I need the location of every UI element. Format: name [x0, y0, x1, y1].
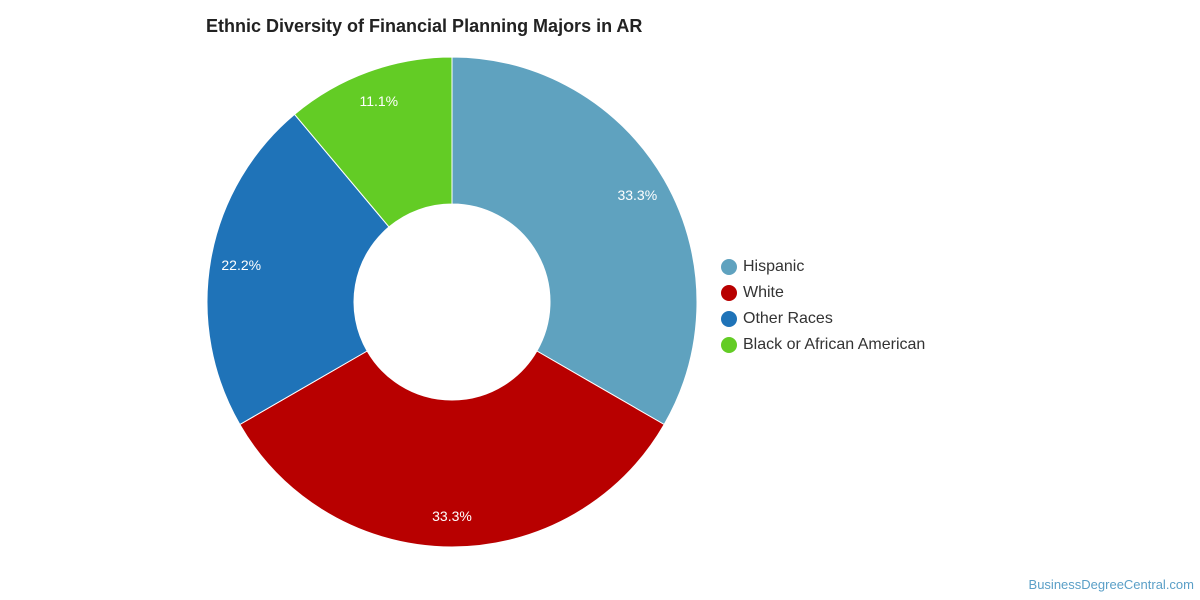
legend-swatch [721, 337, 737, 353]
slice-hispanic[interactable] [451, 56, 698, 426]
legend-swatch [721, 259, 737, 275]
legend-item[interactable]: Other Races [721, 306, 925, 332]
slice-black-or-african-american[interactable] [293, 56, 453, 228]
legend-swatch [721, 311, 737, 327]
slice-labels: 33.3% 33.3% 22.2% 11.1% [221, 93, 657, 524]
slice-white[interactable] [239, 350, 665, 548]
legend-label: Black or African American [743, 336, 926, 353]
legend-swatch [721, 285, 737, 301]
legend-label: Hispanic [743, 258, 805, 275]
legend-item[interactable]: Hispanic [721, 254, 925, 280]
chart-legend: Hispanic White Other Races Black or African… [721, 254, 925, 358]
donut-slices [206, 56, 698, 548]
legend-label: White [743, 284, 784, 301]
legend-label: Other Races [743, 310, 833, 327]
slice-other-races[interactable] [206, 113, 390, 426]
slice-value-label: 33.3% [432, 508, 472, 524]
slice-value-label: 11.1% [359, 93, 398, 109]
chart-title: Ethnic Diversity of Financial Planning M… [206, 16, 643, 36]
legend-item[interactable]: White [721, 280, 925, 306]
source-credit[interactable]: BusinessDegreeCentral.com [1028, 577, 1194, 592]
slice-value-label: 33.3% [617, 187, 657, 203]
slice-value-label: 22.2% [221, 257, 261, 273]
legend-item[interactable]: Black or African American [721, 332, 925, 358]
